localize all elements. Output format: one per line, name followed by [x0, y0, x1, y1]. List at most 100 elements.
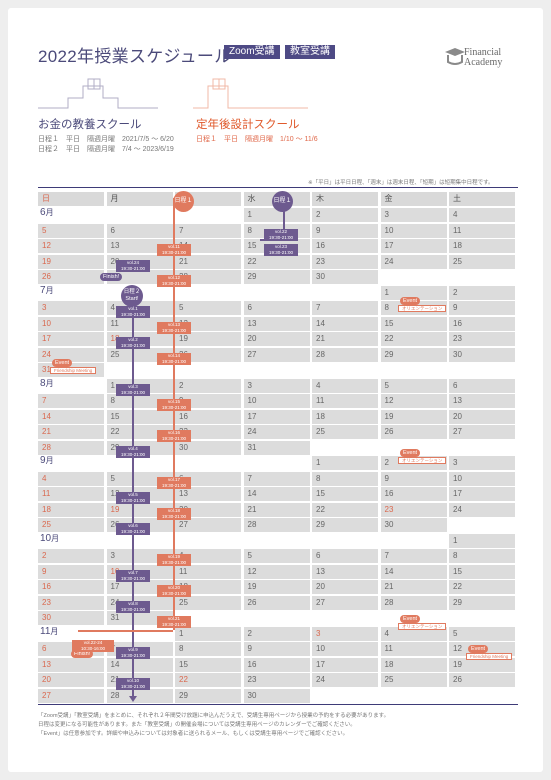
month-number: 7 — [40, 284, 46, 296]
month-unit: 月 — [45, 208, 54, 217]
day-cell: 24 — [380, 254, 447, 269]
day-cell: 24 — [449, 502, 515, 517]
day-cell: 18 — [380, 657, 447, 672]
lesson-time: 19:30-21:00 — [161, 622, 187, 628]
day-cell: 5 — [38, 223, 104, 238]
day-cell: 13 — [38, 657, 104, 672]
lesson-time: 19:30-21:00 — [120, 265, 146, 271]
day-cell: 16 — [243, 657, 310, 672]
lesson-vol: vol.5 — [128, 492, 138, 498]
day-cell: 21 — [380, 580, 447, 594]
lesson-badge: vol.22 19:30-21:00 — [264, 228, 298, 241]
day-cell: 26 — [449, 673, 515, 687]
lesson-badge: vol.1 19:30-21:00 — [116, 306, 150, 319]
day-cell: 4 — [38, 471, 104, 486]
day-cell: 1 — [312, 456, 378, 470]
event-desc-orientation: オリエンテーション — [398, 457, 447, 464]
day-cell: 2 — [312, 208, 378, 222]
weekday-4: 木 — [312, 192, 378, 206]
event-desc-friendship: Friendship Meeting — [466, 653, 513, 660]
day-cell: 18 — [312, 409, 378, 424]
day-cell: 5 — [243, 549, 310, 563]
lesson-vol: vol.21 — [167, 616, 180, 622]
day-cell: 22 — [449, 580, 515, 594]
lesson-vol: vol.15 — [167, 399, 180, 405]
top-note: ※「平日」は平日日程、「週末」は週末日程、「短期」は短期集中日程です。 — [308, 180, 494, 186]
day-cell: 16 — [38, 580, 104, 594]
lesson-time: 19:30-21:00 — [120, 389, 146, 395]
lesson-time: 19:30-21:00 — [268, 250, 294, 256]
day-cell: 29 — [175, 688, 241, 703]
lesson-vol: vol.11 — [168, 244, 180, 250]
lesson-time: 19:30-21:00 — [161, 358, 187, 364]
month-label-oct: 10月 — [40, 533, 59, 544]
day-cell: 22 — [175, 673, 241, 687]
day-cell: 17 — [243, 409, 310, 424]
day-cell: 3 — [243, 378, 310, 393]
weekday-0: 日 — [38, 192, 104, 206]
month-unit: 月 — [51, 533, 60, 543]
lesson-badge: vol.14 19:30-21:00 — [157, 352, 191, 365]
start-marker-label: 日程２ — [123, 289, 141, 295]
day-cell: 2 — [243, 626, 310, 641]
day-cell: 16 — [380, 487, 447, 501]
school-name-retirement: 定年後設計スクール — [196, 119, 300, 131]
logo-line2: Academy — [464, 57, 503, 68]
lesson-badge: vol.10 19:30-21:00 — [116, 678, 150, 691]
day-cell: 5 — [449, 626, 515, 641]
day-cell: 21 — [312, 332, 378, 346]
day-cell: 19 — [38, 254, 104, 269]
lesson-badge: vol.18 19:30-21:00 — [157, 507, 191, 520]
school-money-sched2: 日程２ 平日 隔週月曜 7/4 〜 2023/6/19 — [38, 146, 174, 153]
month-label-jun: 6月 — [40, 207, 54, 218]
lesson-vol: vol.8 — [128, 600, 138, 606]
day-cell: 17 — [106, 580, 173, 594]
day-cell: 15 — [380, 316, 447, 331]
day-cell: 27 — [38, 688, 104, 703]
day-cell: 10 — [449, 471, 515, 486]
day-cell: 15 — [106, 409, 173, 424]
lesson-badge: vol.12 19:30-21:00 — [157, 275, 191, 288]
page-title: 2022年授業スケジュール — [38, 47, 232, 66]
day-cell: 13 — [312, 564, 378, 579]
day-cell: 31 — [106, 611, 173, 625]
logo-line1: Financial — [464, 47, 502, 58]
day-cell: 10 — [243, 394, 310, 408]
lesson-time: 19:30-21:00 — [120, 575, 146, 581]
day-cell: 15 — [175, 657, 241, 672]
event-pill: Event — [52, 359, 73, 367]
day-cell: 22 — [243, 254, 310, 269]
day-cell: 4 — [380, 626, 447, 641]
lesson-time: 19:30-21:00 — [161, 436, 187, 442]
day-cell: 16 — [312, 239, 378, 253]
day-cell: 28 — [380, 595, 447, 610]
day-cell: 18 — [38, 502, 104, 517]
schedule-page: 2022年授業スケジュール Zoom受講 教室受講 Financial Acad… — [8, 8, 543, 772]
day-cell: 23 — [243, 673, 310, 687]
lesson-time: 19:30-21:00 — [120, 653, 146, 659]
lesson-badge: vol.8 19:30-21:00 — [116, 600, 150, 613]
day-cell: 25 — [106, 347, 173, 362]
month-label-aug: 8月 — [40, 378, 54, 389]
lesson-vol: vol.3 — [128, 383, 138, 389]
day-cell: 20 — [243, 332, 310, 346]
footnote-1: 「Zoom受講」「教室受講」をまとめに、それぞれ２年間受け放題に申込んだうえで、… — [38, 713, 390, 719]
day-cell: 28 — [38, 440, 104, 455]
day-cell: 20 — [312, 580, 378, 594]
day-cell: 24 — [312, 673, 378, 687]
calendar-bottom-rule — [38, 704, 518, 705]
day-cell: 8 — [312, 471, 378, 486]
day-cell: 30 — [380, 518, 447, 532]
schedule1-wed-marker: 日程１ — [272, 191, 293, 212]
day-cell: 22 — [380, 332, 447, 346]
lesson-vol: vol.18 — [167, 507, 180, 513]
day-cell: 14 — [380, 564, 447, 579]
day-cell: 21 — [243, 502, 310, 517]
day-cell: 7 — [312, 301, 378, 315]
lesson-time: 19:30-21:00 — [161, 405, 187, 411]
day-cell: 3 — [380, 208, 447, 222]
weekday-5: 金 — [380, 192, 447, 206]
schedule1-wed-timeline-line — [283, 198, 285, 239]
day-cell: 10 — [38, 316, 104, 331]
day-cell: 31 — [243, 440, 310, 455]
